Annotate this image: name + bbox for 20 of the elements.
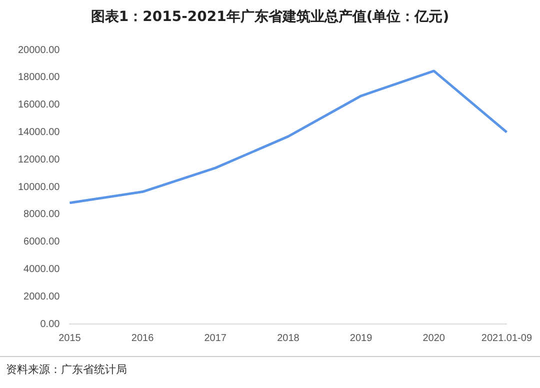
y-tick-label: 2000.00 (24, 291, 60, 302)
y-tick-label: 4000.00 (24, 264, 60, 275)
x-tick-label: 2021.01-09 (481, 332, 532, 344)
y-tick-label: 0.00 (40, 318, 60, 330)
y-tick-label: 6000.00 (24, 236, 60, 248)
x-tick-label: 2015 (58, 332, 82, 344)
x-tick-label: 2016 (131, 332, 154, 344)
y-tick-label: 10000.00 (18, 182, 60, 193)
x-tick-label: 2019 (350, 332, 373, 344)
x-tick-label: 2018 (277, 332, 300, 344)
y-tick-label: 20000.00 (18, 44, 60, 56)
text: 资料来源：广东省统计局 (6, 362, 127, 377)
y-tick-label: 12000.00 (18, 154, 60, 166)
y-tick-label: 14000.00 (18, 126, 60, 138)
y-tick-label: 16000.00 (18, 100, 60, 111)
x-tick-label: 2020 (422, 332, 446, 344)
x-tick-label: 2017 (204, 332, 227, 344)
y-tick-label: 8000.00 (24, 209, 60, 220)
chart-title: 图表1：2015-2021年广东省建筑业总产值(单位：亿元) (90, 8, 450, 27)
y-tick-label: 18000.00 (18, 72, 60, 84)
